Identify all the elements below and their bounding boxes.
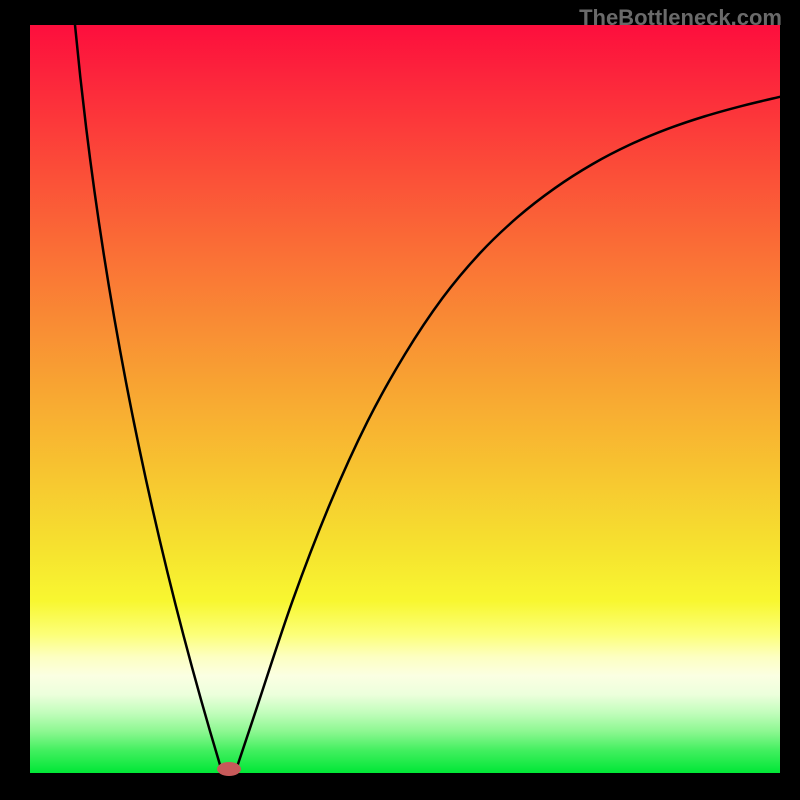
plot-area — [30, 25, 780, 773]
chart-root: TheBottleneck.com — [0, 0, 800, 800]
v-curve-path — [75, 25, 780, 772]
curve-layer — [30, 25, 780, 773]
minimum-marker — [217, 762, 241, 776]
